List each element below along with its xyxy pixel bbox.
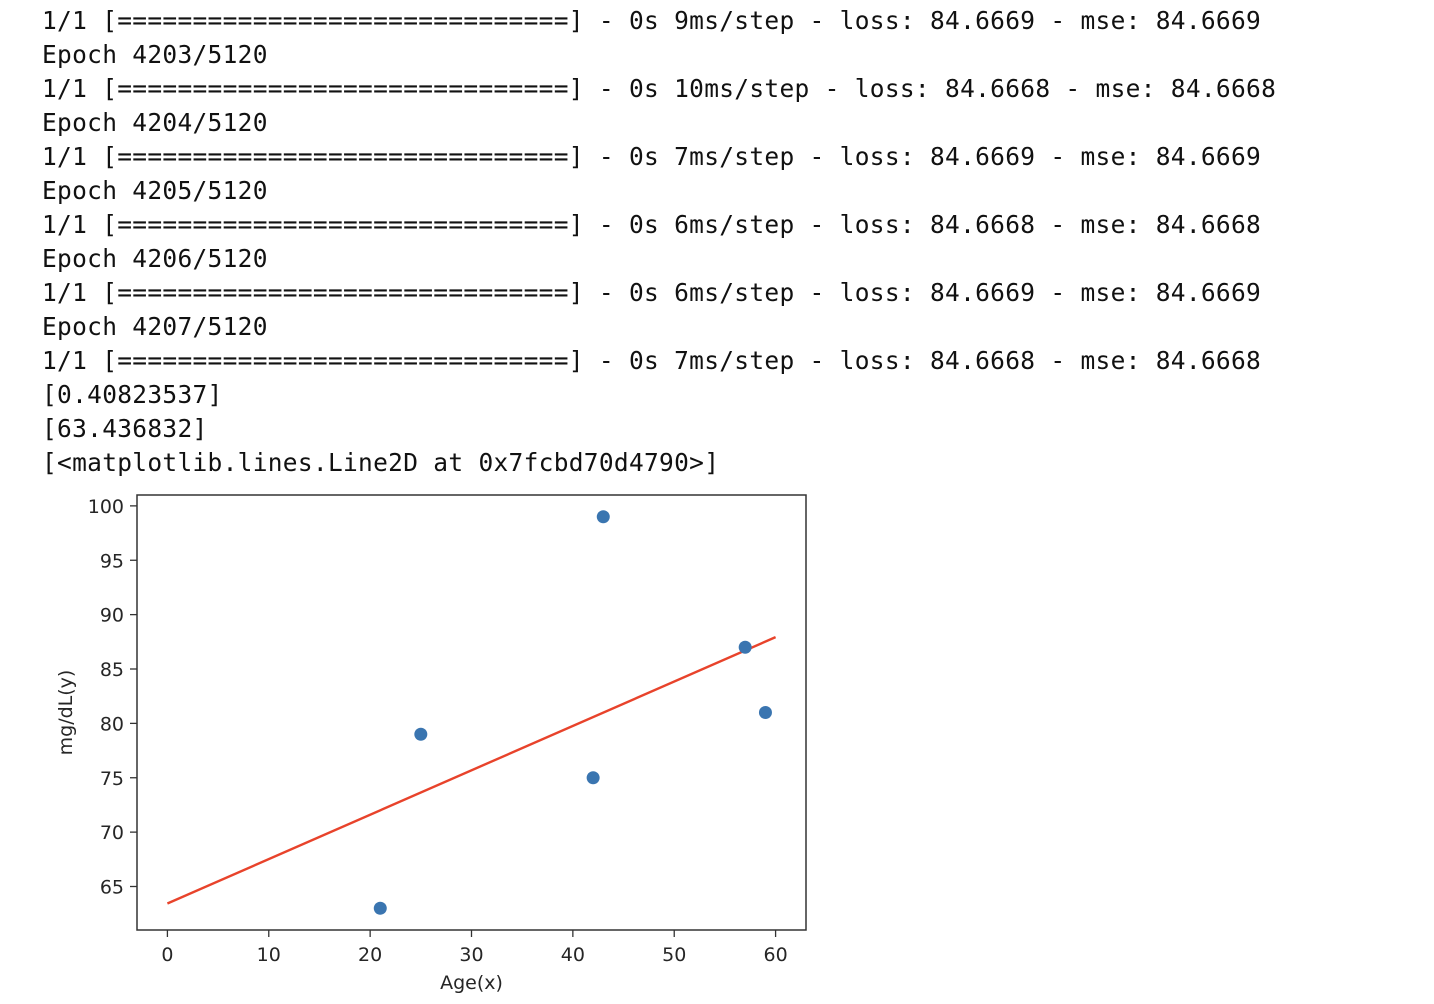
y-tick-label: 80	[100, 713, 124, 735]
output-line-epoch-4204: Epoch 4204/5120	[42, 108, 268, 137]
scatter-plot-figure: 0 10 20 30 40 50 60 65 70 75 80 85 90 95 100 Age(x) mg…	[0, 480, 830, 1004]
x-tick-label: 50	[662, 944, 686, 966]
output-line-epoch-4206: Epoch 4206/5120	[42, 244, 268, 273]
x-tick-label: 40	[561, 944, 585, 966]
output-line-epoch-4205: Epoch 4205/5120	[42, 176, 268, 205]
output-line-progress-3: 1/1 [==============================] - 0…	[42, 142, 1262, 171]
plot-frame	[136, 494, 807, 931]
x-tick-label: 30	[459, 944, 483, 966]
y-tick-label: 75	[100, 768, 124, 790]
x-tick-label: 60	[763, 944, 787, 966]
x-axis-label: Age(x)	[440, 972, 503, 994]
y-tick-label: 100	[88, 496, 124, 518]
y-tick-label: 95	[100, 550, 124, 572]
scatter-plot: 0 10 20 30 40 50 60 65 70 75 80 85 90 95 100 Age(x) mg…	[55, 494, 807, 994]
output-line-progress-1: 1/1 [==============================] - 0…	[42, 6, 1262, 35]
output-line-progress-2: 1/1 [==============================] - 0…	[42, 74, 1277, 103]
scatter-point	[596, 510, 610, 524]
points-layer	[373, 510, 772, 915]
output-line-progress-4: 1/1 [==============================] - 0…	[42, 210, 1262, 239]
scatter-point	[373, 901, 387, 915]
y-tick-label: 70	[100, 822, 124, 844]
y-tick-label: 65	[100, 877, 124, 899]
fit-line-layer	[166, 636, 777, 905]
output-line-progress-6: 1/1 [==============================] - 0…	[42, 346, 1262, 375]
y-tick-label: 85	[100, 659, 124, 681]
y-tick-label: 90	[100, 605, 124, 627]
x-tick-label: 20	[358, 944, 382, 966]
output-line-epoch-4207: Epoch 4207/5120	[42, 312, 268, 341]
output-line-progress-5: 1/1 [==============================] - 0…	[42, 278, 1262, 307]
output-line-bias: [63.436832]	[42, 414, 208, 443]
scatter-point	[414, 727, 428, 741]
cell-output: 1/1 [==============================] - 0…	[42, 4, 1432, 480]
regression-line	[166, 636, 777, 905]
y-axis-label: mg/dL(y)	[55, 670, 77, 756]
output-line-epoch-4203: Epoch 4203/5120	[42, 40, 268, 69]
x-tick-label: 0	[161, 944, 173, 966]
output-line-weight: [0.40823537]	[42, 380, 223, 409]
scatter-point	[758, 706, 772, 719]
x-tick-label: 10	[257, 944, 281, 966]
scatter-point	[586, 771, 600, 785]
output-line-plot-repr: [<matplotlib.lines.Line2D at 0x7fcbd70d4…	[42, 448, 720, 477]
scatter-point	[738, 640, 752, 654]
tick-layer: 0 10 20 30 40 50 60 65 70 75 80 85 90 95 100	[88, 496, 788, 966]
